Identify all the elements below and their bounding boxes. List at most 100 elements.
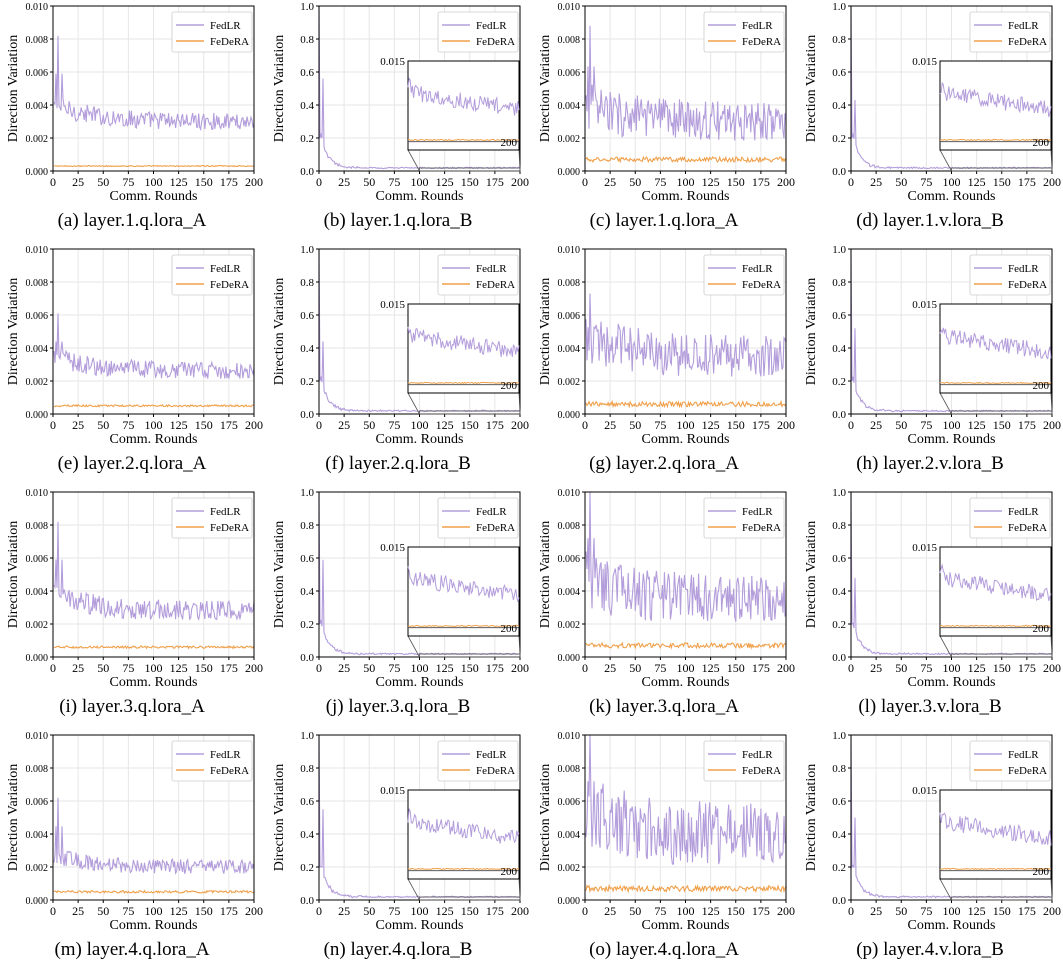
x-tick-label: 150 [993, 418, 1011, 432]
inset-fedlr-line [407, 326, 520, 358]
series-federa-line [585, 399, 787, 409]
subplot-caption: (j) layer.3.q.lora_B [325, 696, 471, 717]
x-axis-label: Comm. Rounds [642, 675, 730, 689]
inset-x-label: 200 [501, 866, 518, 878]
inset-frame [407, 546, 520, 637]
legend-box [437, 254, 519, 296]
x-axis-label: Comm. Rounds [110, 918, 198, 932]
inset-x-label: 200 [1033, 137, 1050, 149]
x-tick-label: 25 [338, 418, 350, 432]
legend-label-fedlr: FedLR [1008, 749, 1039, 761]
chart-svg: 0.0 0.2 0.4 0.6 0.8 1.0 0 25 50 75 100 125 150 175 200… [272, 487, 529, 689]
x-tick-label: 125 [702, 904, 720, 918]
y-axis-label: Direction Variation [6, 278, 21, 385]
y-tick-label: 0.2 [300, 376, 314, 388]
y-axis-label: Direction Variation [538, 278, 553, 385]
y-tick-label: 1.0 [832, 487, 846, 499]
y-tick-label: 0.000 [26, 896, 49, 907]
x-tick-label: 50 [363, 904, 375, 918]
x-tick-label: 175 [220, 418, 238, 432]
y-tick-label: 0.8 [300, 34, 314, 46]
inset-x-label: 200 [1033, 380, 1050, 392]
series-fedlr-line [53, 521, 255, 621]
series-fedlr-line [585, 25, 787, 141]
y-tick-label: 0.006 [558, 797, 581, 808]
series-fedlr-line [53, 313, 255, 379]
inset-y-label: 0.015 [912, 56, 937, 68]
inset-fedlr-line [407, 808, 520, 844]
y-axis-label: Direction Variation [272, 35, 287, 142]
x-axis-label: Comm. Rounds [908, 918, 996, 932]
inset-zoom-region [951, 167, 1053, 172]
y-tick-label: 0.004 [558, 101, 581, 112]
chart-svg: 0.000 0.002 0.004 0.006 0.008 0.010 0 25 50 75 100… [6, 488, 263, 689]
legend-box [703, 254, 785, 296]
x-tick-label: 150 [993, 175, 1011, 189]
x-tick-label: 75 [388, 904, 400, 918]
legend-label-federa: FeDeRA [476, 522, 515, 534]
subplot-caption: (d) layer.1.v.lora_B [856, 210, 1004, 231]
inset-x-label: 200 [1033, 866, 1050, 878]
chart-svg: 0.000 0.002 0.004 0.006 0.008 0.010 0 25 50 75 100… [538, 731, 795, 932]
x-tick-label: 0 [316, 661, 322, 675]
x-tick-label: 100 [411, 661, 429, 675]
x-tick-label: 125 [436, 175, 454, 189]
x-tick-label: 50 [97, 661, 109, 675]
chart-svg: 0.0 0.2 0.4 0.6 0.8 1.0 0 25 50 75 100 125 150 175 200… [804, 244, 1061, 446]
x-tick-label: 75 [654, 175, 666, 189]
x-tick-label: 200 [511, 175, 529, 189]
subplot-panel: 0.0 0.2 0.4 0.6 0.8 1.0 0 25 50 75 100 125 150 175 200… [266, 486, 530, 729]
series-federa-line [53, 164, 255, 168]
x-tick-label: 0 [582, 175, 588, 189]
subplot-panel: 0.0 0.2 0.4 0.6 0.8 1.0 0 25 50 75 100 125 150 175 200… [266, 0, 530, 243]
x-tick-label: 125 [968, 175, 986, 189]
legend-label-federa: FeDeRA [210, 522, 249, 534]
x-tick-label: 200 [511, 904, 529, 918]
x-tick-label: 25 [870, 175, 882, 189]
subplot-panel: 0.0 0.2 0.4 0.6 0.8 1.0 0 25 50 75 100 125 150 175 200… [798, 243, 1062, 486]
subplot-caption: (n) layer.4.q.lora_B [323, 939, 473, 960]
y-tick-label: 0.2 [300, 862, 314, 874]
y-tick-label: 0.0 [300, 652, 314, 664]
x-tick-label: 0 [582, 661, 588, 675]
x-tick-label: 50 [629, 418, 641, 432]
x-tick-label: 0 [582, 904, 588, 918]
legend-box [703, 740, 785, 782]
x-tick-label: 150 [993, 661, 1011, 675]
x-tick-label: 75 [920, 904, 932, 918]
inset-federa-line [407, 867, 519, 871]
x-tick-label: 50 [363, 175, 375, 189]
chart-svg: 0.0 0.2 0.4 0.6 0.8 1.0 0 25 50 75 100 125 150 175 200… [804, 487, 1061, 689]
inset-federa-line [939, 138, 1052, 142]
legend-label-fedlr: FedLR [1008, 263, 1039, 275]
y-tick-label: 1.0 [300, 487, 314, 499]
y-tick-label: 0.2 [832, 376, 846, 388]
inset-connector [939, 149, 952, 172]
x-tick-label: 100 [411, 175, 429, 189]
y-tick-label: 0.000 [558, 653, 581, 664]
x-tick-label: 25 [604, 175, 616, 189]
y-tick-label: 0.008 [558, 521, 581, 532]
y-axis-label: Direction Variation [804, 764, 819, 871]
legend-label-federa: FeDeRA [742, 522, 781, 534]
y-tick-label: 0.002 [558, 134, 581, 145]
inset-zoom-region [951, 410, 1053, 415]
y-tick-label: 0.4 [832, 586, 846, 598]
y-tick-label: 0.2 [832, 862, 846, 874]
x-tick-label: 200 [777, 904, 795, 918]
series-federa-line [53, 403, 255, 408]
y-tick-label: 0.010 [558, 245, 581, 256]
inset-federa-line [940, 867, 1052, 871]
inset-zoom-region [951, 896, 1053, 901]
chart-svg: 0.000 0.002 0.004 0.006 0.008 0.010 0 25 50 75 100… [6, 245, 263, 446]
chart-svg: 0.0 0.2 0.4 0.6 0.8 1.0 0 25 50 75 100 125 150 175 200… [272, 244, 529, 446]
x-tick-label: 0 [848, 175, 854, 189]
legend-label-fedlr: FedLR [742, 749, 773, 761]
y-tick-label: 0.004 [26, 830, 49, 841]
x-tick-label: 200 [245, 661, 263, 675]
x-axis-label: Comm. Rounds [110, 675, 198, 689]
y-tick-label: 0.000 [26, 410, 49, 421]
subplot-panel: 0.000 0.002 0.004 0.006 0.008 0.010 0 25 50 75 100… [0, 729, 264, 972]
y-tick-label: 0.6 [832, 310, 846, 322]
y-axis-label: Direction Variation [538, 764, 553, 871]
